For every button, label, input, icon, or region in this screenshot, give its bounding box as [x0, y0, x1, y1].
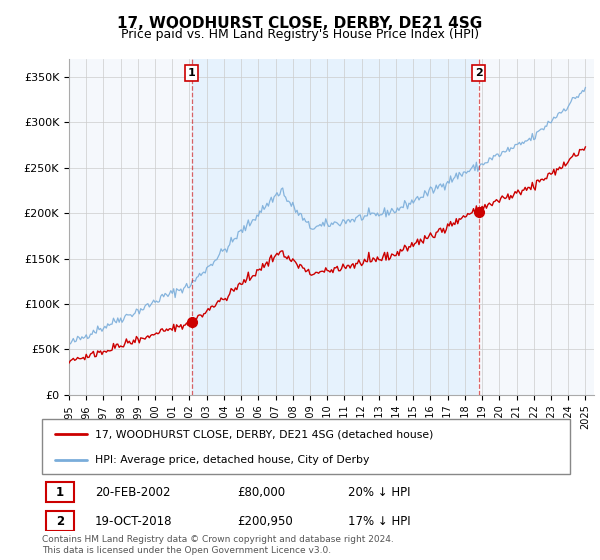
Text: 20% ↓ HPI: 20% ↓ HPI	[348, 486, 411, 498]
Text: 2: 2	[56, 515, 64, 528]
Text: Contains HM Land Registry data © Crown copyright and database right 2024.
This d: Contains HM Land Registry data © Crown c…	[42, 535, 394, 555]
Text: 17, WOODHURST CLOSE, DERBY, DE21 4SG (detached house): 17, WOODHURST CLOSE, DERBY, DE21 4SG (de…	[95, 430, 433, 439]
Text: 17% ↓ HPI: 17% ↓ HPI	[348, 515, 411, 528]
Bar	[46, 511, 74, 531]
Text: 17, WOODHURST CLOSE, DERBY, DE21 4SG: 17, WOODHURST CLOSE, DERBY, DE21 4SG	[118, 16, 482, 31]
Text: 19-OCT-2018: 19-OCT-2018	[95, 515, 172, 528]
Text: 20-FEB-2002: 20-FEB-2002	[95, 486, 170, 498]
Text: HPI: Average price, detached house, City of Derby: HPI: Average price, detached house, City…	[95, 455, 369, 464]
Text: 1: 1	[56, 486, 64, 498]
Text: Price paid vs. HM Land Registry's House Price Index (HPI): Price paid vs. HM Land Registry's House …	[121, 28, 479, 41]
Text: 1: 1	[188, 68, 196, 78]
Text: £80,000: £80,000	[238, 486, 286, 498]
Bar	[191, 59, 478, 395]
Text: £200,950: £200,950	[238, 515, 293, 528]
Text: 2: 2	[475, 68, 482, 78]
Bar	[46, 482, 74, 502]
